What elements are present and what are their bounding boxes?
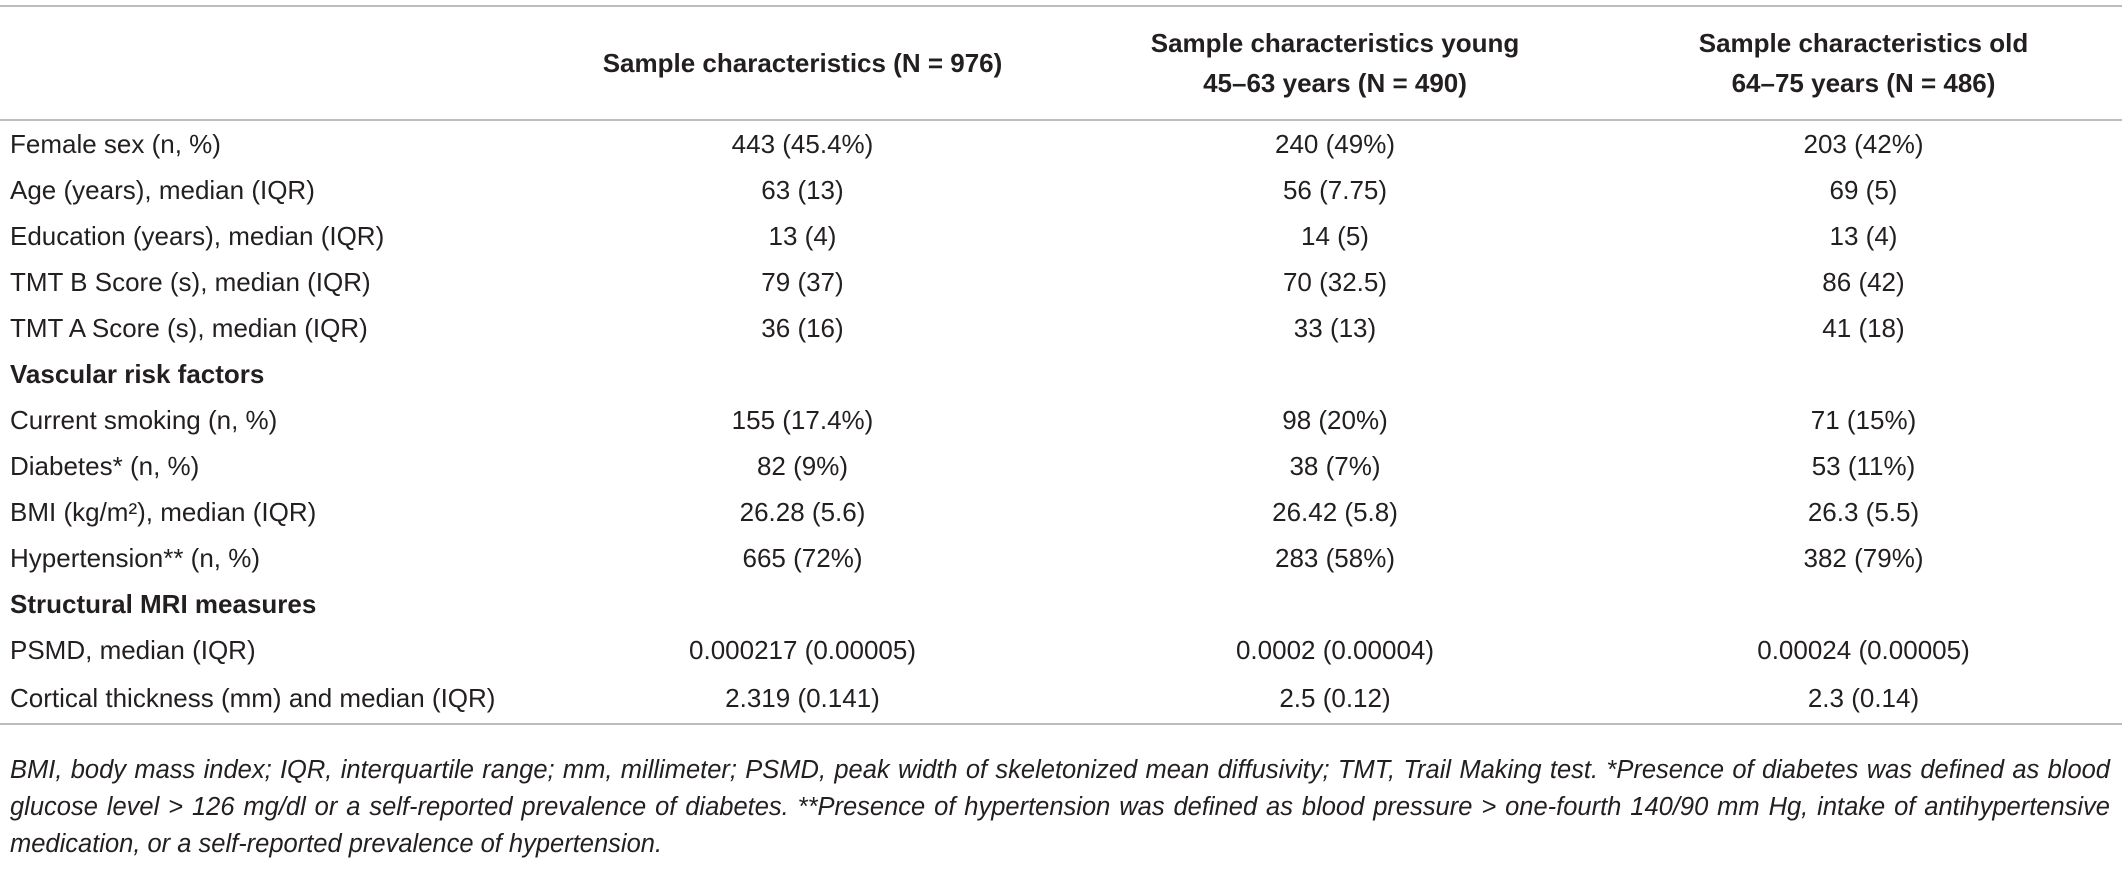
row-label: Female sex (n, %) (10, 128, 221, 159)
table-row: Hypertension** (n, %) 665 (72%) 283 (58%) 3… (0, 535, 2122, 581)
column-header: Sample characteristics (N = 976) (540, 6, 1065, 120)
row-label: Education (years), median (IQR) (10, 220, 385, 251)
cell-value: 13 (4) (768, 220, 837, 251)
cell-value: 38 (7%) (1289, 450, 1381, 481)
cell-value: 240 (49%) (1275, 128, 1395, 159)
row-label: TMT A Score (s), median (IQR) (10, 312, 368, 343)
table-row: PSMD, median (IQR) 0.000217 (0.00005) 0.00… (0, 627, 2122, 673)
row-label: Current smoking (n, %) (10, 404, 278, 435)
cell-value: 155 (17.4%) (731, 404, 874, 435)
header-line: Sample characteristics old (1698, 28, 2029, 58)
cell-value: 26.42 (5.8) (1272, 496, 1398, 527)
cell-value: 2.319 (0.141) (725, 682, 880, 713)
row-label: Hypertension** (n, %) (10, 542, 260, 573)
cell-value: 26.28 (5.6) (739, 496, 866, 527)
cell-value: 443 (45.4%) (731, 128, 874, 159)
row-label: Diabetes* (n, %) (10, 450, 200, 481)
cell-value: 0.00024 (0.00005) (1757, 634, 1970, 665)
header-line: 45–63 years (N = 490) (1203, 68, 1467, 98)
header-line: Sample characteristics (N = 976) (602, 48, 1003, 78)
cell-value: 382 (79%) (1803, 542, 1924, 573)
section-label: Structural MRI measures (10, 588, 317, 619)
table-row: BMI (kg/m²), median (IQR) 26.28 (5.6) 26.4… (0, 489, 2122, 535)
cell-value: 14 (5) (1301, 220, 1369, 251)
row-label: Age (years), median (IQR) (10, 174, 315, 205)
cell-value: 2.3 (0.14) (1807, 682, 1920, 713)
cell-value: 203 (42%) (1803, 128, 1924, 159)
cell-value: 63 (13) (761, 174, 844, 205)
cell-value: 82 (9%) (756, 450, 849, 481)
table-body: Female sex (n, %) 443 (45.4%) 240 (49%) 203… (0, 120, 2122, 724)
cell-value: 0.000217 (0.00005) (689, 634, 916, 665)
cell-value: 0.0002 (0.00004) (1235, 634, 1435, 665)
header-blank (0, 6, 540, 120)
column-header: Sample characteristics young 45–63 years … (1065, 6, 1605, 120)
table-row: TMT B Score (s), median (IQR) 79 (37) 70 (… (0, 259, 2122, 305)
table-row: Age (years), median (IQR) 63 (13) 56 (7.75… (0, 167, 2122, 213)
row-label: BMI (kg/m²), median (IQR) (10, 496, 317, 527)
cell-value: 86 (42) (1822, 266, 1905, 297)
table-row: Structural MRI measures (0, 581, 2122, 627)
cell-value: 98 (20%) (1282, 404, 1388, 435)
row-label: TMT B Score (s), median (IQR) (10, 266, 371, 297)
table-row: TMT A Score (s), median (IQR) 36 (16) 33 (… (0, 305, 2122, 351)
cell-value: 36 (16) (761, 312, 844, 343)
table-row: Education (years), median (IQR) 13 (4) 14 … (0, 213, 2122, 259)
section-label: Vascular risk factors (10, 358, 265, 389)
row-label: PSMD, median (IQR) (10, 634, 256, 665)
cell-value: 71 (15%) (1810, 404, 1917, 435)
cell-value: 665 (72%) (742, 542, 863, 573)
footnote: BMI, body mass index; IQR, interquartile… (10, 756, 2110, 858)
cell-value: 283 (58%) (1275, 542, 1395, 573)
column-header: Sample characteristics old 64–75 years (N… (1605, 6, 2122, 120)
cell-value: 13 (4) (1829, 220, 1898, 251)
cell-value: 56 (7.75) (1282, 174, 1388, 205)
table-row: Cortical thickness (mm) and median (IQR)… (0, 673, 2122, 724)
header-line: Sample characteristics young (1150, 28, 1520, 58)
header-row: Sample characteristics (N = 976) Sample c… (0, 6, 2122, 120)
row-label: Cortical thickness (mm) and median (IQR) (10, 682, 496, 713)
table-row: Diabetes* (n, %) 82 (9%) 38 (7%) 53 (11%) (0, 443, 2122, 489)
cell-value: 69 (5) (1829, 174, 1898, 205)
header-line: 64–75 years (N = 486) (1731, 68, 1996, 98)
cell-value: 2.5 (0.12) (1279, 682, 1391, 713)
cell-value: 26.3 (5.5) (1807, 496, 1920, 527)
cell-value: 79 (37) (761, 266, 844, 297)
cell-value: 33 (13) (1293, 312, 1377, 343)
table-row: Female sex (n, %) 443 (45.4%) 240 (49%) 203… (0, 120, 2122, 167)
cell-value: 70 (32.5) (1282, 266, 1388, 297)
cell-value: 53 (11%) (1811, 450, 1916, 481)
table-row: Current smoking (n, %) 155 (17.4%) 98 (20%… (0, 397, 2122, 443)
table-row: Vascular risk factors (0, 351, 2122, 397)
cell-value: 41 (18) (1822, 312, 1905, 343)
data-table: Sample characteristics (N = 976) Sample c… (0, 5, 2122, 725)
